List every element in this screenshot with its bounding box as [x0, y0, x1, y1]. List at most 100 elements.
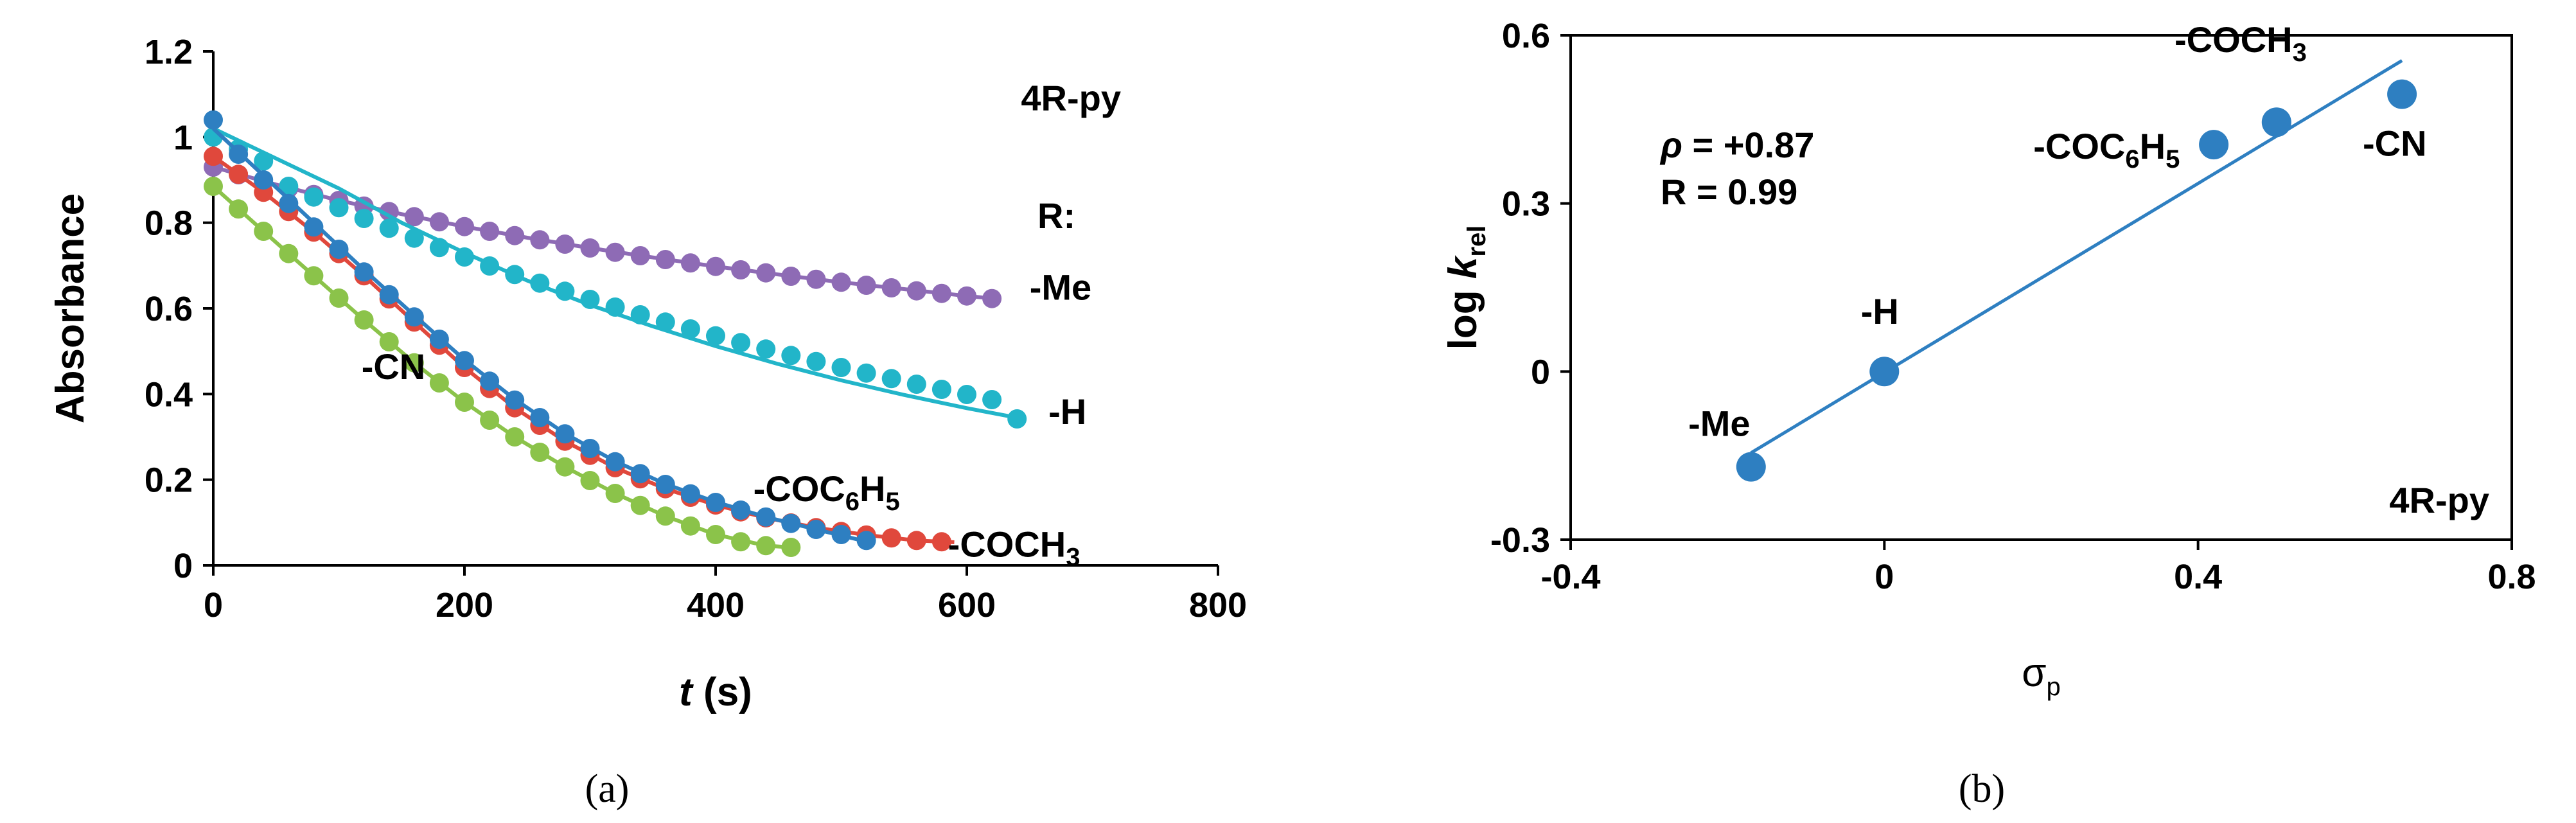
rho-symbol: ρ: [1659, 125, 1682, 165]
data-point: [555, 235, 575, 254]
data-point: [279, 243, 299, 263]
fit-line: [212, 127, 1024, 421]
data-point: [379, 218, 399, 238]
data-point: [831, 272, 851, 292]
rho-annotation: ρ = +0.87: [1659, 125, 1814, 165]
data-point: [204, 177, 223, 196]
data-point: [1736, 452, 1766, 482]
data-point: [856, 531, 876, 551]
data-point: [505, 390, 525, 410]
point-label: -COC6H5: [2033, 126, 2180, 173]
data-point: [906, 375, 926, 394]
data-point: [480, 256, 500, 276]
rho-value: = +0.87: [1692, 125, 1814, 165]
data-point: [655, 506, 675, 526]
point-label-part: 6: [2125, 145, 2139, 173]
point-label-part: 5: [2166, 145, 2180, 173]
point-label-part: -COC: [2033, 126, 2125, 166]
data-point: [480, 371, 500, 391]
data-point: [555, 457, 575, 477]
r-annotation: R = 0.99: [1661, 172, 1797, 212]
data-point: [329, 198, 349, 218]
data-point: [982, 390, 1002, 409]
y-tick-label: 0.6: [145, 290, 193, 328]
data-point: [731, 260, 751, 279]
data-point: [530, 443, 550, 462]
point-label-part: -H: [1861, 291, 1899, 332]
x-tick-label: 400: [687, 586, 745, 624]
series-label-part: -CN: [362, 346, 426, 387]
series-label: -Me: [1030, 267, 1091, 308]
data-point: [404, 228, 424, 248]
x-axis-label: t (s): [679, 670, 752, 714]
x-tick-label: 600: [938, 586, 996, 624]
y-axis-label: Absorbance: [48, 193, 93, 423]
data-point: [229, 145, 249, 164]
data-point: [781, 513, 801, 533]
series-label-part: H: [860, 468, 885, 509]
data-point: [304, 266, 324, 286]
data-point: [404, 307, 424, 327]
data-point: [605, 452, 625, 472]
y-tick-label: 0: [1531, 353, 1550, 391]
data-point: [731, 500, 751, 520]
panel-a: 0 0.2 0.4 0.6 0.8 1 1.2 0 200 400 600 800 Absorbance…: [48, 33, 1247, 811]
data-point: [580, 290, 600, 309]
data-point: [329, 288, 349, 308]
data-point: [480, 222, 500, 241]
series-label: -COCH3: [948, 524, 1081, 572]
data-point: [2387, 79, 2417, 109]
rho-space: [1682, 125, 1693, 165]
data-point: [630, 305, 650, 324]
data-point: [279, 177, 299, 196]
data-point: [831, 358, 851, 377]
data-point: [429, 373, 449, 393]
x-axis-label-sub: p: [2047, 673, 2061, 701]
data-point: [429, 238, 449, 258]
x-tick-label: 0: [1875, 558, 1894, 596]
data-point: [806, 520, 826, 539]
y-tick-label: 1: [173, 118, 193, 157]
data-point: [580, 439, 600, 458]
point-label-part: H: [2140, 126, 2166, 166]
series-label: -CN: [362, 346, 426, 387]
data-point: [354, 209, 374, 228]
y-axis-label: log krel: [1441, 226, 1491, 350]
data-point: [630, 495, 650, 515]
series-label-part: 6: [845, 488, 860, 516]
data-point: [555, 281, 575, 301]
data-point: [455, 217, 474, 236]
data-point: [254, 222, 274, 241]
r-header: R:: [1037, 195, 1075, 236]
x-axis-label-unit: (s): [703, 670, 752, 714]
y-axis-label-sub: rel: [1463, 226, 1491, 257]
data-point: [455, 393, 474, 412]
data-point: [630, 246, 650, 265]
data-point: [455, 351, 474, 371]
data-point: [229, 164, 249, 184]
data-point: [480, 411, 500, 430]
data-point: [680, 319, 700, 339]
data-point: [957, 385, 976, 404]
series-label-part: 5: [885, 488, 899, 516]
data-point: [881, 369, 901, 389]
data-point: [881, 278, 901, 297]
point-label: -Me: [1688, 403, 1750, 444]
series--COC6H5: [204, 110, 876, 551]
series-label-part: -COCH: [948, 524, 1066, 565]
x-tick-label: 800: [1189, 586, 1247, 624]
point-label-part: 3: [2293, 39, 2307, 67]
series-label-part: -Me: [1030, 267, 1091, 308]
data-point: [982, 288, 1002, 308]
data-point: [404, 207, 424, 227]
y-tick-label: 1.2: [145, 33, 193, 71]
data-point: [931, 380, 951, 399]
data-point: [731, 532, 751, 552]
data-point: [505, 226, 525, 245]
point-label: -COCH3: [2175, 19, 2307, 67]
data-point: [379, 332, 399, 351]
x-axis-label: σp: [2022, 651, 2061, 701]
data-point: [906, 281, 926, 301]
data-point: [957, 286, 976, 306]
